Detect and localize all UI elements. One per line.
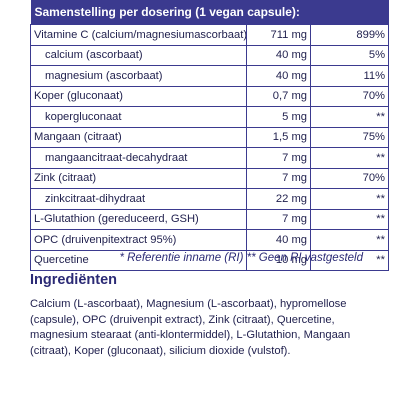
- table-row: L-Glutathion (gereduceerd, GSH) 7 mg **: [30, 208, 390, 230]
- nutrient-name: mangaancitraat-decahydraat: [30, 147, 247, 169]
- composition-table: Samenstelling per dosering (1 vegan caps…: [30, 0, 390, 271]
- nutrient-name: Koper (gluconaat): [30, 85, 247, 107]
- nutrient-ri: 5%: [309, 44, 390, 66]
- table-row: mangaancitraat-decahydraat 7 mg **: [30, 147, 390, 169]
- nutrient-amount: 1,5 mg: [246, 126, 311, 148]
- nutrient-amount: 7 mg: [246, 147, 311, 169]
- ingredients-text: Calcium (L-ascorbaat), Magnesium (L-asco…: [30, 298, 351, 357]
- table-row: Mangaan (citraat) 1,5 mg 75%: [30, 126, 390, 148]
- ingredients-title: Ingrediënten: [30, 272, 118, 288]
- nutrient-ri: **: [309, 106, 390, 128]
- nutrient-name: kopergluconaat: [30, 106, 247, 128]
- table-row: Vitamine C (calcium/magnesiumascorbaat) …: [30, 24, 390, 46]
- nutrient-ri: 70%: [309, 167, 390, 189]
- nutrient-ri: 75%: [309, 126, 390, 148]
- nutrient-name: zinkcitraat-dihydraat: [30, 188, 247, 210]
- nutrient-ri: 899%: [309, 24, 390, 46]
- nutrient-ri: 70%: [309, 85, 390, 107]
- table-header: Samenstelling per dosering (1 vegan caps…: [30, 0, 389, 25]
- table-row: calcium (ascorbaat) 40 mg 5%: [30, 44, 390, 66]
- table-row: Zink (citraat) 7 mg 70%: [30, 167, 390, 189]
- table-row: zinkcitraat-dihydraat 22 mg **: [30, 188, 390, 210]
- nutrient-name: L-Glutathion (gereduceerd, GSH): [30, 208, 247, 230]
- nutrient-name: Zink (citraat): [30, 167, 247, 189]
- table-header-row: Samenstelling per dosering (1 vegan caps…: [30, 0, 389, 25]
- nutrient-ri: **: [309, 147, 390, 169]
- table-row: OPC (druivenpitextract 95%) 40 mg **: [30, 229, 390, 251]
- table-row: Quercetine 10 mg **: [30, 249, 390, 271]
- nutrient-amount: 40 mg: [246, 65, 311, 87]
- nutrient-amount: 22 mg: [246, 188, 311, 210]
- nutrient-name: magnesium (ascorbaat): [30, 65, 247, 87]
- footnote: * Referentie inname (RI) ** Geen RI vast…: [119, 252, 363, 264]
- nutrient-ri: **: [309, 208, 390, 230]
- nutrient-name: OPC (druivenpitextract 95%): [30, 229, 247, 251]
- table-row: magnesium (ascorbaat) 40 mg 11%: [30, 65, 390, 87]
- table-row: Koper (gluconaat) 0,7 mg 70%: [30, 85, 390, 107]
- nutrient-amount: 0,7 mg: [246, 85, 311, 107]
- composition-table-wrapper: Samenstelling per dosering (1 vegan caps…: [30, 0, 390, 271]
- nutrient-amount: 7 mg: [246, 208, 311, 230]
- nutrient-name: Quercetine: [30, 249, 247, 271]
- nutrient-ri: 11%: [309, 65, 390, 87]
- nutrient-ri: **: [309, 229, 390, 251]
- nutrient-ri: **: [309, 249, 390, 271]
- nutrient-amount: 40 mg: [246, 229, 311, 251]
- nutrient-amount: 40 mg: [246, 44, 311, 66]
- nutrient-amount: 5 mg: [246, 106, 311, 128]
- nutrient-name: calcium (ascorbaat): [30, 44, 247, 66]
- nutrient-amount: 711 mg: [246, 24, 311, 46]
- nutrient-name: Mangaan (citraat): [30, 126, 247, 148]
- table-row: kopergluconaat 5 mg **: [30, 106, 390, 128]
- nutrient-ri: **: [309, 188, 390, 210]
- nutrient-amount: 7 mg: [246, 167, 311, 189]
- nutrient-name: Vitamine C (calcium/magnesiumascorbaat): [30, 24, 247, 46]
